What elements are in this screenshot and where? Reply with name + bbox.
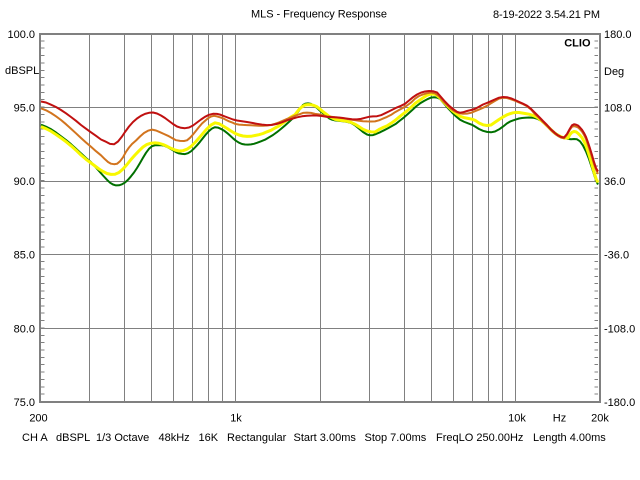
svg-text:20k: 20k	[591, 413, 609, 425]
svg-text:Deg: Deg	[604, 66, 624, 78]
svg-text:-36.0: -36.0	[604, 250, 629, 262]
svg-text:-108.0: -108.0	[604, 323, 635, 335]
svg-text:Length 4.00ms: Length 4.00ms	[533, 432, 606, 444]
svg-text:1k: 1k	[230, 413, 242, 425]
svg-text:200: 200	[29, 413, 47, 425]
svg-text:100.0: 100.0	[7, 29, 35, 41]
svg-text:CLIO: CLIO	[564, 38, 591, 50]
svg-text:80.0: 80.0	[14, 323, 35, 335]
svg-text:CH A: CH A	[22, 432, 48, 444]
svg-text:Rectangular: Rectangular	[227, 432, 287, 444]
svg-text:dBSPL: dBSPL	[5, 65, 39, 77]
svg-text:85.0: 85.0	[14, 250, 35, 262]
svg-text:1/3 Octave: 1/3 Octave	[96, 432, 149, 444]
svg-text:180.0: 180.0	[604, 29, 632, 41]
svg-text:75.0: 75.0	[14, 397, 35, 409]
svg-text:FreqLO 250.00Hz: FreqLO 250.00Hz	[436, 432, 523, 444]
svg-text:8-19-2022 3.54.21 PM: 8-19-2022 3.54.21 PM	[493, 9, 600, 21]
svg-text:90.0: 90.0	[14, 176, 35, 188]
svg-text:36.0: 36.0	[604, 176, 625, 188]
svg-text:-180.0: -180.0	[604, 397, 635, 409]
svg-text:dBSPL: dBSPL	[56, 432, 90, 444]
svg-text:108.0: 108.0	[604, 103, 632, 115]
svg-text:95.0: 95.0	[14, 103, 35, 115]
svg-text:Start 3.00ms: Start 3.00ms	[294, 432, 357, 444]
svg-text:16K: 16K	[199, 432, 219, 444]
svg-text:10k: 10k	[508, 413, 526, 425]
svg-text:48kHz: 48kHz	[159, 432, 190, 444]
svg-text:Stop 7.00ms: Stop 7.00ms	[365, 432, 427, 444]
svg-text:MLS - Frequency Response: MLS - Frequency Response	[251, 9, 387, 21]
svg-text:Hz: Hz	[553, 413, 566, 425]
